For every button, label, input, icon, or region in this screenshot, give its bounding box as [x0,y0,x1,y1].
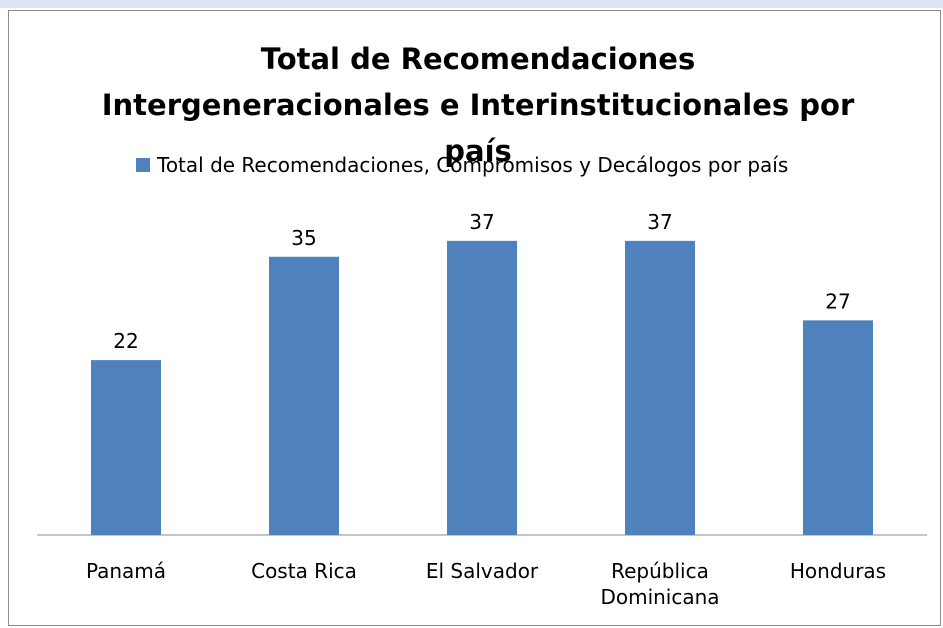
legend-swatch [136,158,150,172]
x-tick-label: Honduras [789,559,887,583]
bar [447,240,517,535]
bar [91,360,161,535]
chart-title: Total de Recomendaciones Intergeneracion… [101,42,855,168]
bar [625,240,695,535]
top-bar [0,0,943,8]
value-label: 27 [825,289,850,313]
bar [269,256,339,535]
x-tick-label: El Salvador [425,559,539,583]
x-tick-label: Costa Rica [251,559,357,583]
legend-label: Total de Recomendaciones, Compromisos y … [156,153,788,177]
value-label: 22 [113,329,138,353]
value-label: 37 [469,210,494,234]
bar [803,320,873,535]
chart-frame [8,10,941,626]
x-tick-label: República Dominicana [600,559,720,609]
value-label: 35 [291,226,316,250]
value-label: 37 [647,210,672,234]
x-tick-label: Panamá [85,559,167,583]
